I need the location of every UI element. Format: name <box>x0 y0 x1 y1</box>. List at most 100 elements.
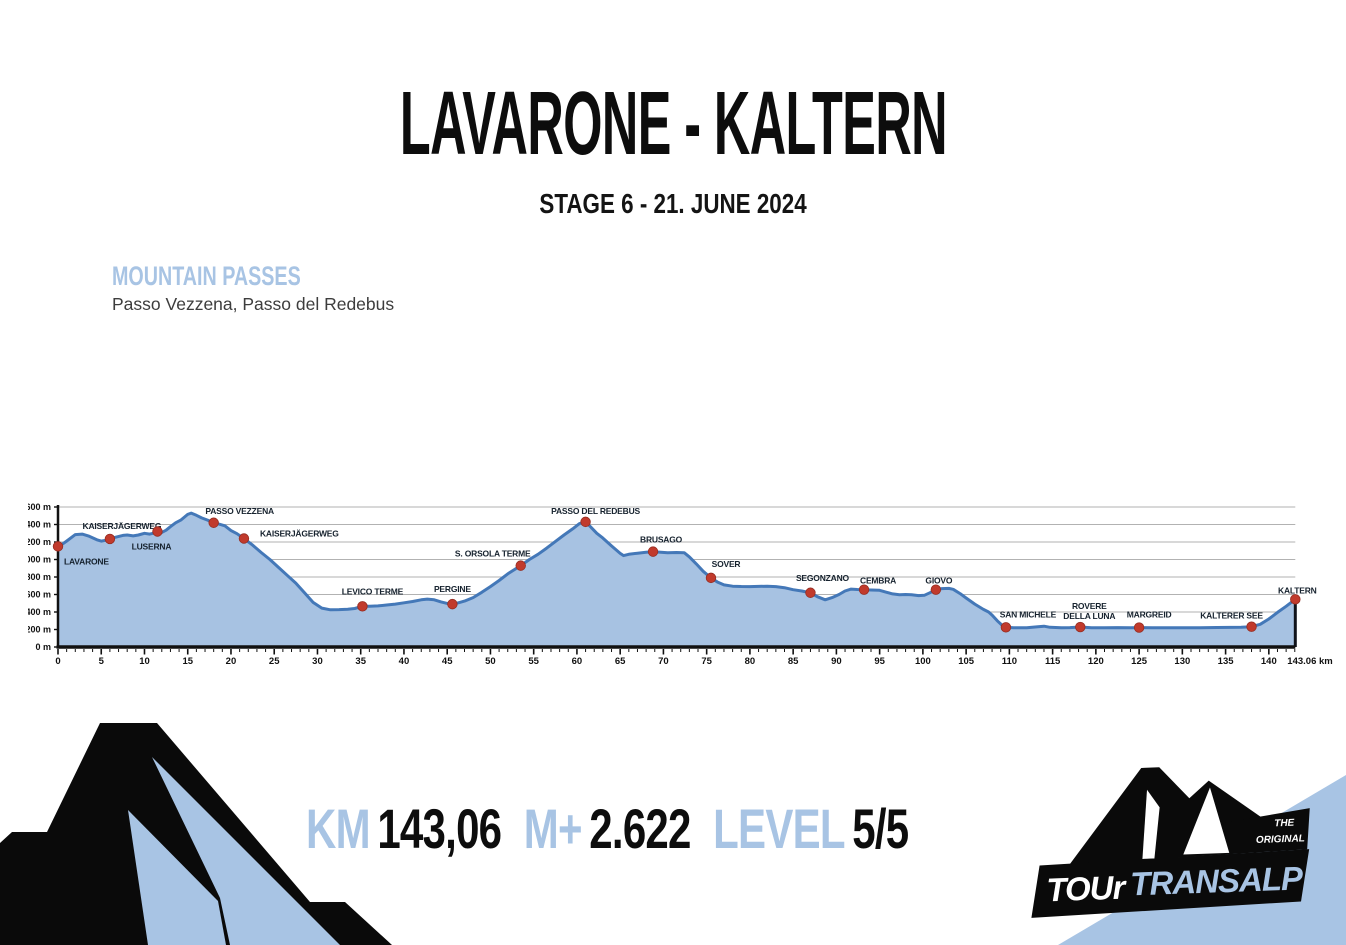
waypoint-label: PASSO VEZZENA <box>205 506 274 516</box>
waypoint-label: MARGREID <box>1127 610 1172 620</box>
x-tick-label: 100 <box>915 656 931 667</box>
x-tick-label: 5 <box>99 656 105 667</box>
waypoint-marker <box>1246 621 1257 632</box>
waypoint-label: SAN MICHELE <box>1000 609 1057 619</box>
x-tick-label: 130 <box>1174 656 1190 667</box>
x-tick-label: 120 <box>1088 656 1104 667</box>
x-tick-label: 45 <box>442 656 453 667</box>
page-title: LAVARONE - KALTERN <box>0 79 1346 169</box>
x-tick-label: 140 <box>1261 656 1277 667</box>
waypoint-marker <box>705 572 717 584</box>
elevation-area <box>58 513 1296 647</box>
x-tick-label: 70 <box>658 656 669 667</box>
stage-stats: KM 143,06 M+ 2.622 LEVEL 5/5 <box>306 801 909 857</box>
waypoint-label: KALTERER SEE <box>1200 611 1263 621</box>
waypoint-marker <box>447 598 458 610</box>
waypoint-label: LAVARONE <box>64 556 109 566</box>
logo-brand-secondary: TRANSALP <box>1130 859 1305 902</box>
x-tick-label: 75 <box>701 656 712 667</box>
x-tick-label: 95 <box>874 656 885 667</box>
logo-tagline-plate <box>1219 808 1310 853</box>
x-tick-label: 80 <box>745 656 756 667</box>
x-tick-label: 115 <box>1045 656 1061 667</box>
waypoint-label: SOVER <box>712 559 741 569</box>
km-label: KM <box>306 797 371 860</box>
logo-brand-primary: TOUr <box>1046 869 1128 909</box>
waypoint-marker <box>647 546 659 557</box>
elevation-gain-label: M+ <box>523 797 583 860</box>
waypoint-label: LEVICO TERME <box>342 586 404 596</box>
waypoint-label: KAISERJÄGERWEG <box>83 521 162 531</box>
stage-subtitle-text: STAGE 6 - 21. JUNE 2024 <box>539 188 807 219</box>
x-tick-label: 85 <box>788 656 799 667</box>
logo-group: THE ORIGINAL TOUr TRANSALP <box>1031 767 1310 918</box>
waypoint-label: S. ORSOLA TERME <box>455 549 531 559</box>
x-tick-label: 30 <box>312 656 323 667</box>
y-tick-label: 1000 m <box>28 555 51 565</box>
waypoint-label: KALTERN <box>1278 585 1317 595</box>
x-tick-label: 125 <box>1131 656 1148 667</box>
waypoint-marker <box>580 516 591 528</box>
logo-tagline-line1: THE <box>1274 818 1295 830</box>
waypoint-label: PERGINE <box>434 584 471 594</box>
waypoint-marker <box>357 601 368 612</box>
y-tick-label: 0 m <box>35 642 51 652</box>
waypoint-label: ROVERE <box>1072 601 1107 611</box>
waypoint-marker <box>1075 621 1086 633</box>
y-tick-label: 200 m <box>28 625 51 635</box>
waypoint-marker <box>1133 622 1145 633</box>
y-tick-label: 400 m <box>28 607 51 617</box>
waypoint-label: CEMBRA <box>860 576 896 586</box>
waypoint-marker <box>104 533 116 545</box>
x-tick-label: 0 <box>55 656 60 667</box>
y-tick-label: 600 m <box>28 590 51 600</box>
logo-snow-icon <box>1142 789 1160 859</box>
x-tick-label: 105 <box>958 656 975 667</box>
level-value: 5/5 <box>852 797 909 860</box>
y-tick-label: 1200 m <box>28 537 51 547</box>
km-value: 143,06 <box>377 797 502 860</box>
x-tick-label: 60 <box>572 656 583 667</box>
page-title-text: LAVARONE - KALTERN <box>399 74 947 174</box>
waypoint-marker <box>858 584 870 595</box>
waypoint-marker <box>238 533 250 544</box>
waypoint-marker <box>515 560 526 571</box>
x-end-label: 143.06 km <box>1287 656 1332 667</box>
mountain-graphic-left <box>0 723 392 945</box>
mountain-passes-list: Passo Vezzena, Passo del Redebus <box>112 294 395 314</box>
snow-streak-icon <box>128 810 226 945</box>
logo-tagline-line2: ORIGINAL <box>1256 833 1305 846</box>
waypoint-marker <box>152 526 163 537</box>
waypoint-marker <box>1000 622 1012 633</box>
waypoint-marker <box>1290 594 1301 605</box>
elevation-profile-chart: 0 m 200 m 400 m 600 m 800 m 1000 m 1200 m 1400 … <box>28 502 1333 667</box>
x-tick-label: 65 <box>615 656 626 667</box>
waypoint-label: GIOVO <box>925 576 952 586</box>
waypoint-label: PASSO DEL REDEBUS <box>551 506 640 516</box>
level-label: LEVEL <box>713 797 845 860</box>
x-tick-label: 135 <box>1218 656 1235 667</box>
x-tick-label: 25 <box>269 656 280 667</box>
x-tick-label: 15 <box>182 656 193 667</box>
x-tick-label: 35 <box>355 656 366 667</box>
stage-subtitle: STAGE 6 - 21. JUNE 2024 <box>0 190 1346 218</box>
x-tick-label: 20 <box>226 656 237 667</box>
waypoint-marker <box>208 517 219 528</box>
waypoint-label: LUSERNA <box>132 542 172 552</box>
y-tick-label: 800 m <box>28 572 51 582</box>
waypoint-marker <box>930 584 942 595</box>
logo-snow-face-icon <box>1183 787 1230 855</box>
x-tick-label: 40 <box>399 656 410 667</box>
waypoint-label: KAISERJÄGERWEG <box>260 529 339 539</box>
x-tick-label: 10 <box>139 656 150 667</box>
waypoint-marker <box>805 587 816 598</box>
x-tick-label: 110 <box>1002 656 1017 667</box>
tour-transalp-logo: THE ORIGINAL TOUr TRANSALP <box>1031 767 1346 945</box>
waypoint-label: BRUSAGO <box>640 535 683 545</box>
x-tick-label: 55 <box>528 656 539 667</box>
waypoint-label: SEGONZANO <box>796 573 850 583</box>
mountain-passes-heading: MOUNTAIN PASSES <box>112 261 301 291</box>
waypoint-label: DELLA LUNA <box>1063 611 1115 621</box>
logo-banner <box>1031 849 1310 918</box>
